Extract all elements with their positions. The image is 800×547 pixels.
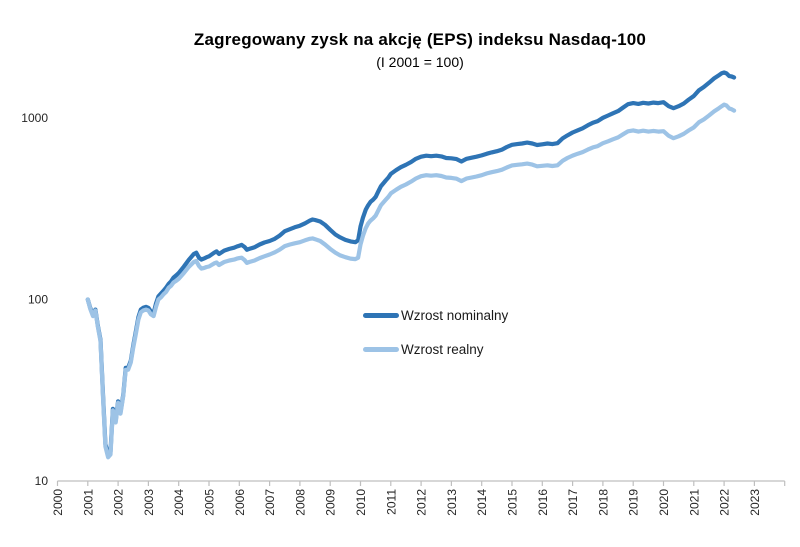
legend-label-nominal: Wzrost nominalny xyxy=(401,307,509,323)
svg-text:2018: 2018 xyxy=(596,489,610,516)
svg-text:2019: 2019 xyxy=(627,489,641,516)
svg-text:2001: 2001 xyxy=(81,489,95,516)
svg-text:2013: 2013 xyxy=(445,489,459,516)
svg-text:100: 100 xyxy=(28,293,48,307)
svg-text:2023: 2023 xyxy=(748,489,762,516)
svg-text:2015: 2015 xyxy=(506,489,520,516)
svg-text:2007: 2007 xyxy=(263,489,277,516)
svg-text:2011: 2011 xyxy=(384,489,398,515)
svg-text:2003: 2003 xyxy=(142,489,156,516)
svg-text:2002: 2002 xyxy=(112,489,126,516)
svg-text:10: 10 xyxy=(35,474,49,488)
svg-text:2014: 2014 xyxy=(475,489,489,516)
chart-title: Zagregowany zysk na akcję (EPS) indeksu … xyxy=(193,30,647,49)
chart-subtitle: (I 2001 = 100) xyxy=(376,54,464,70)
svg-text:2021: 2021 xyxy=(687,489,701,516)
svg-text:2020: 2020 xyxy=(657,489,671,516)
svg-text:2010: 2010 xyxy=(354,489,368,516)
svg-text:2000: 2000 xyxy=(51,489,65,516)
svg-text:2012: 2012 xyxy=(415,489,429,516)
nominal-line-swatch xyxy=(363,312,399,318)
legend-item-real: Wzrost realny xyxy=(363,338,508,360)
legend-label-real: Wzrost realny xyxy=(401,341,484,357)
svg-text:1000: 1000 xyxy=(21,111,48,125)
real-line-swatch xyxy=(363,346,399,352)
svg-text:2009: 2009 xyxy=(324,489,338,516)
svg-text:2017: 2017 xyxy=(566,489,580,516)
svg-text:2008: 2008 xyxy=(293,489,307,516)
svg-text:2006: 2006 xyxy=(233,489,247,516)
legend-item-nominal: Wzrost nominalny xyxy=(363,304,508,326)
svg-text:2022: 2022 xyxy=(718,489,732,516)
svg-text:2004: 2004 xyxy=(172,489,186,516)
svg-text:2016: 2016 xyxy=(536,489,550,516)
legend: Wzrost nominalny Wzrost realny xyxy=(363,304,508,360)
svg-text:2005: 2005 xyxy=(203,489,217,516)
